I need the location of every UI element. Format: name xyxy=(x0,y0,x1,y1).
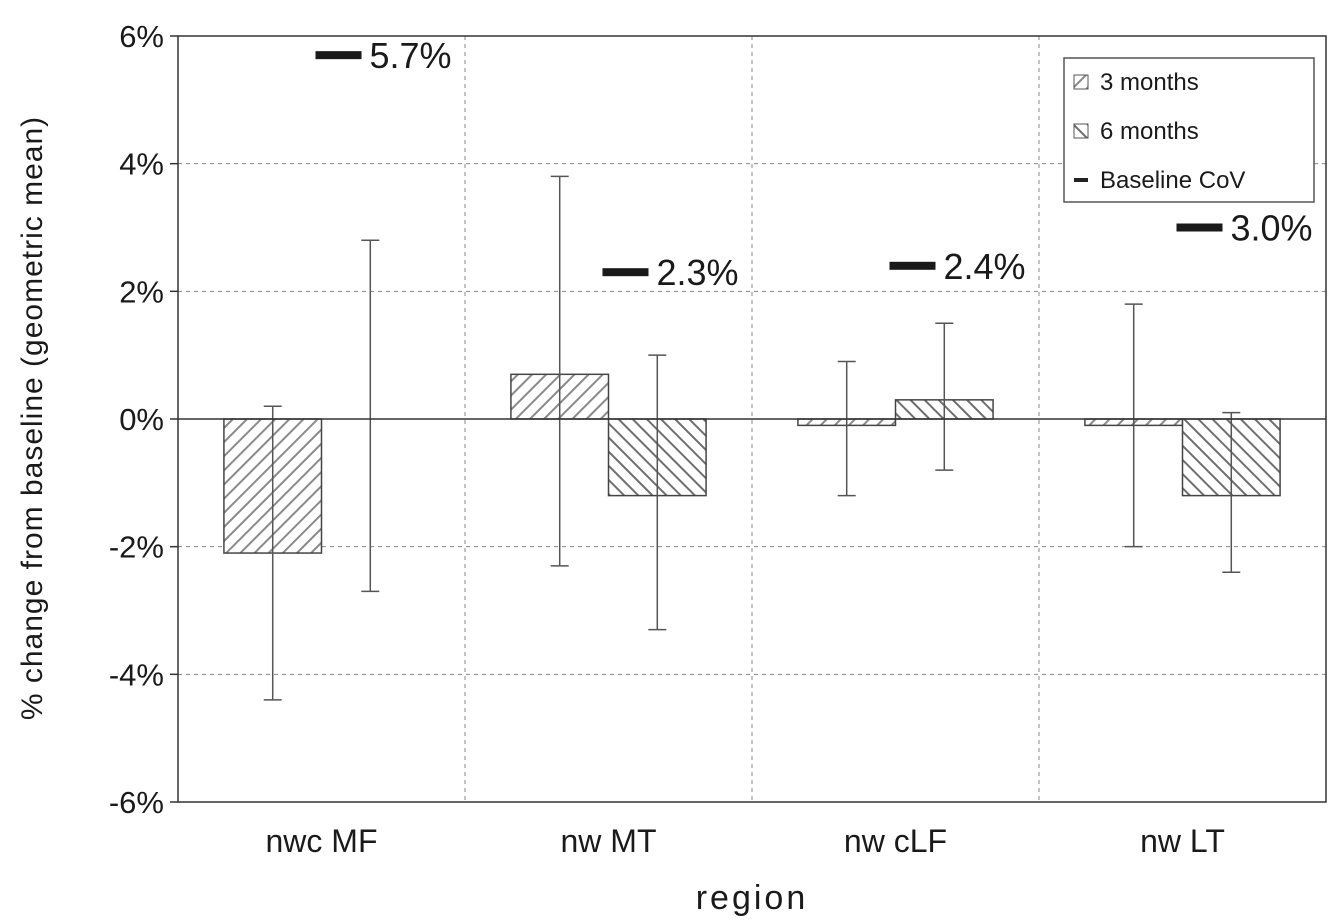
y-tick-label: 4% xyxy=(119,147,164,182)
y-tick-label: -6% xyxy=(109,785,164,820)
y-axis-label: % change from baseline (geometric mean) xyxy=(16,116,49,720)
baseline-cov-label: 3.0% xyxy=(1231,208,1313,249)
y-tick-label: -4% xyxy=(109,657,164,692)
legend-label-3-months: 3 months xyxy=(1100,69,1199,96)
baseline-cov-label: 2.4% xyxy=(944,246,1026,287)
legend-label-6-months: 6 months xyxy=(1100,118,1199,145)
y-tick-label: 2% xyxy=(119,274,164,309)
baseline-cov-label: 2.3% xyxy=(657,252,739,293)
x-tick-label: nwc MF xyxy=(266,823,378,859)
x-tick-label: nw LT xyxy=(1140,823,1225,859)
baseline-cov-marker xyxy=(602,268,649,277)
y-tick-label: 0% xyxy=(119,402,164,437)
baseline-cov-marker xyxy=(889,261,936,270)
x-tick-label: nw cLF xyxy=(844,823,947,859)
legend-label-baseline-cov: Baseline CoV xyxy=(1100,167,1245,194)
legend: 3 months 6 months Baseline CoV xyxy=(1063,57,1315,203)
x-axis-label: region xyxy=(696,879,809,917)
baseline-cov-markers: 5.7% 2.3% 2.4% 3.0% xyxy=(315,35,1313,293)
y-tick-label: 6% xyxy=(119,19,164,54)
baseline-cov-marker xyxy=(1176,223,1223,232)
legend-swatch-3-months xyxy=(1073,74,1089,90)
baseline-cov-label: 5.7% xyxy=(370,35,452,76)
x-axis-ticks: nwc MF nw MT nw cLF nw LT xyxy=(266,823,1225,859)
error-bars xyxy=(263,175,1241,701)
legend-box xyxy=(1063,57,1315,203)
x-tick-label: nw MT xyxy=(561,823,657,859)
legend-swatch-6-months xyxy=(1073,123,1089,139)
baseline-cov-marker xyxy=(315,51,362,60)
y-tick-label: -2% xyxy=(109,530,164,565)
legend-swatch-baseline-cov xyxy=(1074,178,1088,182)
y-axis-ticks: 6% 4% 2% 0% -2% -4% -6% xyxy=(109,19,178,820)
